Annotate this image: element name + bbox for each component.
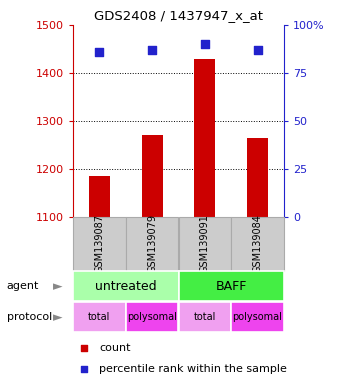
Point — [149, 47, 155, 53]
Text: GSM139091: GSM139091 — [200, 214, 210, 273]
Bar — [231, 217, 284, 271]
Bar — [73, 217, 126, 271]
Point — [81, 345, 86, 351]
Text: polysomal: polysomal — [233, 312, 283, 322]
Text: BAFF: BAFF — [216, 280, 247, 293]
Text: GSM139087: GSM139087 — [95, 214, 104, 273]
Bar — [126, 302, 178, 332]
Text: total: total — [194, 312, 216, 322]
Bar — [178, 217, 231, 271]
Bar — [231, 302, 284, 332]
Bar — [73, 302, 126, 332]
Text: ►: ► — [53, 311, 63, 324]
Bar — [194, 59, 216, 217]
Bar — [247, 138, 268, 217]
Bar — [73, 271, 178, 301]
Text: polysomal: polysomal — [127, 312, 177, 322]
Text: count: count — [99, 343, 131, 353]
Text: total: total — [88, 312, 110, 322]
Bar — [141, 136, 163, 217]
Point — [202, 41, 207, 47]
Point — [81, 366, 86, 372]
Text: agent: agent — [7, 281, 39, 291]
Title: GDS2408 / 1437947_x_at: GDS2408 / 1437947_x_at — [94, 9, 263, 22]
Text: percentile rank within the sample: percentile rank within the sample — [99, 364, 287, 374]
Text: untreated: untreated — [95, 280, 157, 293]
Point — [97, 49, 102, 55]
Bar — [178, 302, 231, 332]
Text: GSM139079: GSM139079 — [147, 214, 157, 273]
Bar — [178, 271, 284, 301]
Bar — [126, 217, 178, 271]
Point — [255, 47, 260, 53]
Text: ►: ► — [53, 280, 63, 293]
Text: GSM139084: GSM139084 — [253, 214, 262, 273]
Text: protocol: protocol — [7, 312, 52, 322]
Bar — [89, 176, 110, 217]
